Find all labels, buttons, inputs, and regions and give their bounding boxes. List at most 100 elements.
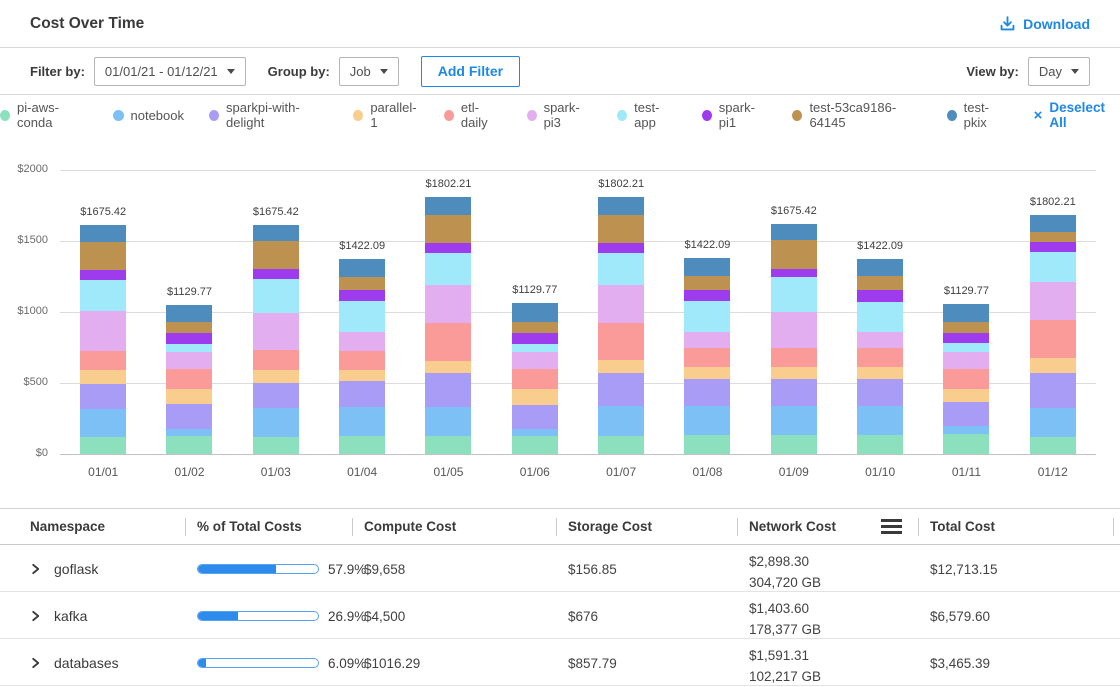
- bar-segment-spark-pi1[interactable]: [80, 270, 126, 280]
- bar-segment-test-53ca9186-64145[interactable]: [684, 276, 730, 290]
- bar-segment-notebook[interactable]: [425, 407, 471, 436]
- legend-item-etl-daily[interactable]: etl-daily: [444, 100, 502, 130]
- bar-segment-etl-daily[interactable]: [857, 348, 903, 367]
- group-by-select[interactable]: Job: [339, 57, 399, 86]
- bar-segment-sparkpi-with-delight[interactable]: [339, 381, 385, 407]
- bar-segment-test-app[interactable]: [80, 280, 126, 311]
- legend-item-notebook[interactable]: notebook: [113, 108, 185, 123]
- bar-segment-test-app[interactable]: [1030, 252, 1076, 282]
- bar-segment-test-pkix[interactable]: [684, 258, 730, 276]
- stacked-bar-01/11[interactable]: [943, 304, 989, 454]
- deselect-all-button[interactable]: × Deselect All: [1034, 100, 1120, 130]
- bar-segment-parallel-1[interactable]: [943, 389, 989, 402]
- bar-segment-test-53ca9186-64145[interactable]: [166, 322, 212, 333]
- bar-segment-etl-daily[interactable]: [80, 351, 126, 370]
- bar-segment-test-53ca9186-64145[interactable]: [771, 240, 817, 268]
- bar-segment-notebook[interactable]: [80, 409, 126, 437]
- expand-row-button[interactable]: [30, 657, 41, 669]
- bar-segment-pi-aws-conda[interactable]: [1030, 437, 1076, 454]
- bar-segment-parallel-1[interactable]: [771, 367, 817, 378]
- bar-segment-etl-daily[interactable]: [253, 350, 299, 370]
- bar-segment-spark-pi3[interactable]: [684, 332, 730, 349]
- bar-segment-sparkpi-with-delight[interactable]: [425, 373, 471, 406]
- bar-segment-test-app[interactable]: [339, 301, 385, 333]
- bar-segment-pi-aws-conda[interactable]: [425, 436, 471, 454]
- bar-segment-test-app[interactable]: [166, 344, 212, 352]
- bar-segment-test-app[interactable]: [512, 344, 558, 352]
- stacked-bar-01/03[interactable]: [253, 225, 299, 454]
- bar-segment-notebook[interactable]: [771, 406, 817, 435]
- bar-segment-test-app[interactable]: [598, 253, 644, 285]
- legend-item-pi-aws-conda[interactable]: pi-aws-conda: [0, 100, 88, 130]
- bar-segment-pi-aws-conda[interactable]: [857, 435, 903, 454]
- stacked-bar-01/07[interactable]: [598, 197, 644, 454]
- bar-segment-test-53ca9186-64145[interactable]: [598, 215, 644, 243]
- download-button[interactable]: Download: [999, 15, 1090, 32]
- bar-segment-etl-daily[interactable]: [598, 323, 644, 360]
- legend-item-test-app[interactable]: test-app: [617, 100, 677, 130]
- bar-segment-test-pkix[interactable]: [339, 259, 385, 277]
- bar-segment-notebook[interactable]: [512, 429, 558, 436]
- bar-segment-spark-pi3[interactable]: [598, 285, 644, 323]
- bar-segment-spark-pi1[interactable]: [771, 269, 817, 277]
- bar-segment-spark-pi1[interactable]: [512, 333, 558, 344]
- bar-segment-spark-pi1[interactable]: [253, 269, 299, 279]
- bar-segment-notebook[interactable]: [684, 406, 730, 435]
- bar-segment-test-pkix[interactable]: [166, 305, 212, 322]
- bar-segment-spark-pi1[interactable]: [684, 290, 730, 300]
- stacked-bar-01/09[interactable]: [771, 224, 817, 454]
- bar-segment-spark-pi3[interactable]: [771, 312, 817, 348]
- bar-segment-pi-aws-conda[interactable]: [512, 436, 558, 454]
- table-row-goflask[interactable]: goflask57.9%$9,658$156.85$2,898.30304,72…: [0, 545, 1120, 592]
- legend-item-spark-pi1[interactable]: spark-pi1: [702, 100, 768, 130]
- bar-segment-test-53ca9186-64145[interactable]: [425, 215, 471, 243]
- bar-segment-pi-aws-conda[interactable]: [166, 436, 212, 454]
- bar-segment-sparkpi-with-delight[interactable]: [598, 373, 644, 406]
- bar-segment-spark-pi1[interactable]: [598, 243, 644, 253]
- bar-segment-parallel-1[interactable]: [857, 367, 903, 378]
- bar-segment-parallel-1[interactable]: [512, 389, 558, 405]
- bar-segment-notebook[interactable]: [943, 426, 989, 434]
- bar-segment-spark-pi3[interactable]: [1030, 282, 1076, 320]
- bar-segment-notebook[interactable]: [166, 429, 212, 436]
- stacked-bar-01/02[interactable]: [166, 305, 212, 454]
- bar-segment-notebook[interactable]: [1030, 408, 1076, 437]
- stacked-bar-01/12[interactable]: [1030, 215, 1076, 454]
- bar-segment-notebook[interactable]: [253, 408, 299, 437]
- bar-segment-etl-daily[interactable]: [684, 348, 730, 367]
- view-by-select[interactable]: Day: [1028, 57, 1090, 86]
- bar-segment-sparkpi-with-delight[interactable]: [80, 384, 126, 409]
- bar-segment-etl-daily[interactable]: [512, 369, 558, 389]
- legend-item-test-pkix[interactable]: test-pkix: [947, 100, 1008, 130]
- bar-segment-test-app[interactable]: [425, 253, 471, 285]
- bar-segment-parallel-1[interactable]: [1030, 358, 1076, 373]
- bar-segment-spark-pi1[interactable]: [857, 290, 903, 301]
- bar-segment-test-pkix[interactable]: [857, 259, 903, 276]
- bar-segment-parallel-1[interactable]: [425, 361, 471, 374]
- stacked-bar-01/10[interactable]: [857, 259, 903, 454]
- bar-segment-pi-aws-conda[interactable]: [684, 435, 730, 454]
- bar-segment-parallel-1[interactable]: [166, 389, 212, 404]
- bar-segment-spark-pi1[interactable]: [425, 243, 471, 253]
- bar-segment-sparkpi-with-delight[interactable]: [253, 383, 299, 408]
- bar-segment-test-app[interactable]: [943, 343, 989, 352]
- bar-segment-spark-pi1[interactable]: [339, 290, 385, 301]
- legend-item-spark-pi3[interactable]: spark-pi3: [527, 100, 593, 130]
- stacked-bar-01/01[interactable]: [80, 225, 126, 454]
- legend-item-sparkpi-with-delight[interactable]: sparkpi-with-delight: [209, 100, 328, 130]
- bar-segment-parallel-1[interactable]: [253, 370, 299, 383]
- bar-segment-parallel-1[interactable]: [80, 370, 126, 384]
- stacked-bar-01/04[interactable]: [339, 259, 385, 454]
- legend-item-parallel-1[interactable]: parallel-1: [353, 100, 419, 130]
- bar-segment-sparkpi-with-delight[interactable]: [943, 402, 989, 426]
- bar-segment-etl-daily[interactable]: [1030, 320, 1076, 358]
- bar-segment-test-pkix[interactable]: [1030, 215, 1076, 233]
- stacked-bar-01/05[interactable]: [425, 197, 471, 454]
- bar-segment-test-app[interactable]: [253, 279, 299, 312]
- bar-segment-spark-pi3[interactable]: [943, 352, 989, 369]
- table-row-databases[interactable]: databases6.09%$1016.29$857.79$1,591.3110…: [0, 639, 1120, 686]
- bar-segment-notebook[interactable]: [598, 406, 644, 435]
- bar-segment-test-53ca9186-64145[interactable]: [943, 322, 989, 333]
- bar-segment-pi-aws-conda[interactable]: [253, 437, 299, 454]
- bar-segment-spark-pi3[interactable]: [80, 311, 126, 351]
